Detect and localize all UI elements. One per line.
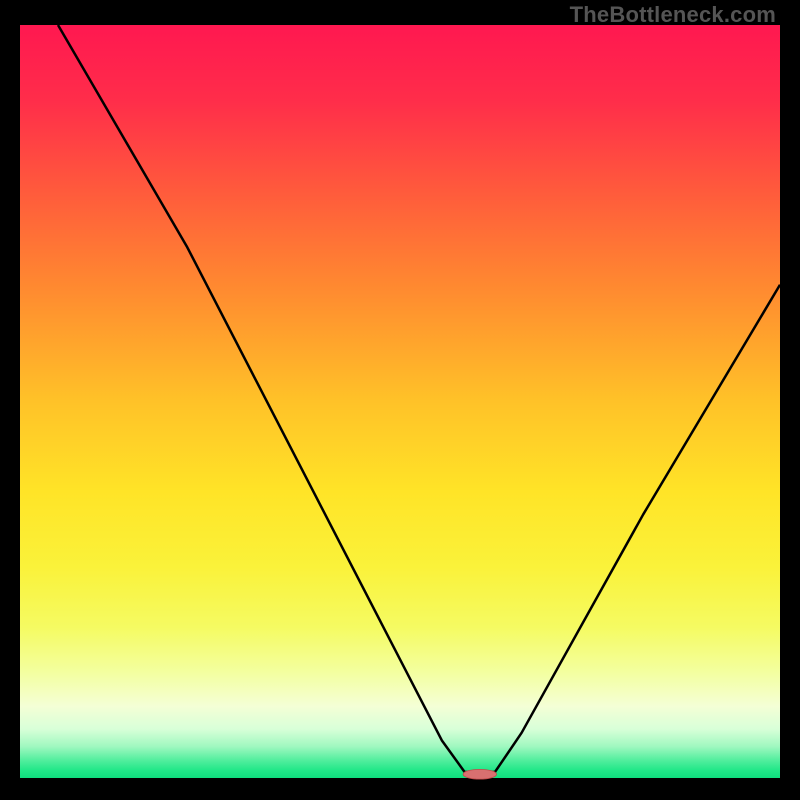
optimum-marker [463, 769, 496, 779]
plot-background [20, 25, 780, 778]
chart-frame: TheBottleneck.com [0, 0, 800, 800]
bottleneck-chart-svg [0, 0, 800, 800]
watermark-text: TheBottleneck.com [570, 2, 776, 28]
